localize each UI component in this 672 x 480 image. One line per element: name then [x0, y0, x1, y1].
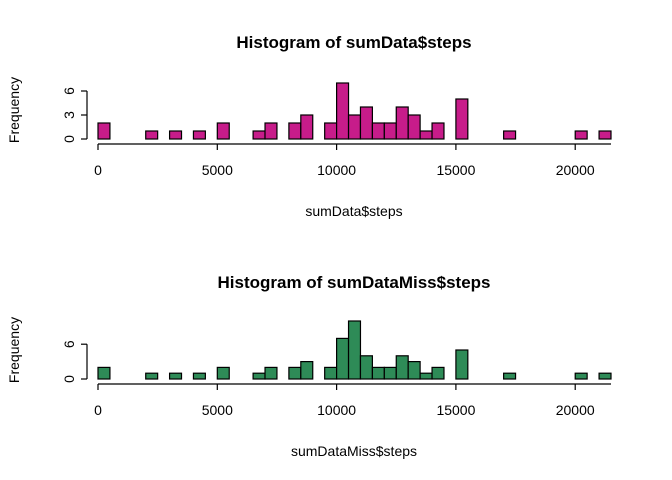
histogram-bar [419, 372, 433, 380]
histogram-bar [395, 106, 409, 140]
histogram-bar [252, 130, 266, 140]
histogram-bar [455, 98, 469, 140]
histogram-bar [97, 366, 111, 380]
histogram-bar [168, 130, 183, 140]
x-tick-label: 10000 [317, 162, 356, 178]
histogram-bar [216, 122, 230, 140]
x-tick-label: 5000 [202, 402, 233, 418]
histogram-bar [252, 372, 266, 380]
histogram-bar [419, 130, 433, 140]
histogram-bar [371, 366, 385, 380]
histogram-bar [97, 122, 111, 140]
y-axis: 0 3 6 [61, 87, 88, 143]
x-tick-label: 15000 [436, 402, 475, 418]
histogram-bar [574, 372, 588, 380]
bars [97, 82, 612, 140]
histogram-bar [300, 361, 314, 380]
histogram-bar [574, 130, 588, 140]
histogram-bar [347, 320, 362, 380]
histogram-bar [288, 366, 302, 380]
histogram-bar [598, 372, 612, 380]
chart-title: Histogram of sumData$steps [236, 33, 471, 52]
histogram-bar [407, 361, 421, 380]
x-tick-label: 0 [94, 162, 102, 178]
y-axis: 06 [61, 340, 88, 383]
histogram-bar [503, 372, 517, 380]
x-tick-label: 15000 [436, 162, 475, 178]
histogram-bar [359, 355, 373, 380]
histogram-bar [383, 122, 397, 140]
histogram-bar [347, 114, 362, 140]
x-tick-label: 20000 [556, 402, 595, 418]
histogram-bar [145, 372, 159, 380]
histogram-bar [383, 366, 397, 380]
histogram-bar [216, 366, 230, 380]
y-tick-label: 0 [61, 135, 77, 143]
chart-title: Histogram of sumDataMiss$steps [217, 273, 490, 292]
x-tick-label: 0 [94, 402, 102, 418]
y-axis-label: Frequency [6, 77, 22, 143]
histogram-bar [324, 366, 338, 380]
y-axis-label: Frequency [6, 317, 22, 383]
histogram-bar [264, 122, 278, 140]
y-tick-label: 6 [61, 87, 77, 95]
histogram-bar [598, 130, 612, 140]
histogram-bar [503, 130, 517, 140]
histogram-bar [192, 130, 206, 140]
x-axis: 0 5000 10000 15000 20000 [94, 383, 611, 418]
histogram-bar [431, 122, 445, 140]
histogram-bar [455, 349, 469, 380]
y-tick-label: 3 [61, 111, 77, 119]
y-tick-label: 6 [61, 340, 77, 348]
histogram-bar [168, 372, 183, 380]
bars [97, 320, 612, 380]
histogram-bar [336, 82, 350, 140]
histogram-bar [300, 114, 314, 140]
histogram-bar [264, 366, 278, 380]
x-tick-label: 5000 [202, 162, 233, 178]
histogram-bar [431, 366, 445, 380]
panel-sumData: Histogram of sumData$steps sumData$steps… [6, 33, 612, 219]
histogram-bar [359, 106, 373, 140]
x-tick-label: 10000 [317, 402, 356, 418]
histogram-bar [371, 122, 385, 140]
histogram-bar [192, 372, 206, 380]
x-axis-label: sumData$steps [305, 203, 402, 219]
x-axis-label: sumDataMiss$steps [291, 443, 417, 459]
histogram-bar [395, 355, 409, 380]
x-tick-label: 20000 [556, 162, 595, 178]
histogram-bar [145, 130, 159, 140]
y-tick-label: 0 [61, 375, 77, 383]
histogram-bar [407, 114, 421, 140]
panel-sumDataMiss: Histogram of sumDataMiss$steps sumDataMi… [6, 273, 612, 459]
histogram-bar [324, 122, 338, 140]
histogram-bar [288, 122, 302, 140]
histogram-bar [336, 337, 350, 380]
x-axis: 0 5000 10000 15000 20000 [94, 143, 611, 178]
